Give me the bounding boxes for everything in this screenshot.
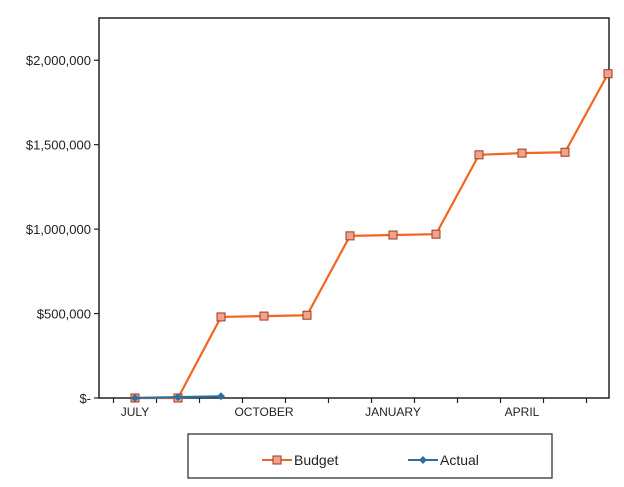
legend-label-budget: Budget: [294, 452, 338, 468]
data-point-budget: [474, 150, 484, 160]
series-layer: [130, 69, 613, 403]
x-tick-label: JULY: [121, 405, 149, 419]
y-tick-label: $1,500,000: [26, 138, 91, 153]
x-tick-label: OCTOBER: [234, 405, 293, 419]
data-point-budget: [388, 230, 398, 240]
data-point-actual: [131, 394, 139, 402]
y-tick-label: $2,000,000: [26, 53, 91, 68]
data-point-actual: [174, 393, 182, 402]
legend-marker-actual: [419, 456, 427, 464]
x-axis: JULY OCTOBER JANUARY APRIL: [112, 398, 588, 419]
y-tick-label: $1,000,000: [26, 222, 91, 237]
plot-area-frame: [98, 17, 610, 399]
series-line-budget: [135, 73, 609, 400]
data-point-budget: [560, 147, 570, 157]
x-tick-label: APRIL: [505, 405, 540, 419]
y-tick-label: $-: [79, 391, 91, 406]
data-point-budget: [517, 148, 527, 158]
data-point-budget: [259, 311, 269, 321]
x-tick-label: JANUARY: [365, 405, 421, 419]
data-point-budget: [345, 231, 355, 241]
legend-label-actual: Actual: [440, 452, 479, 468]
legend-marker-budget: [272, 455, 282, 465]
data-point-budget: [431, 229, 441, 239]
data-point-budget: [302, 310, 312, 320]
legend-box: [187, 433, 553, 479]
y-tick-label: $500,000: [37, 307, 91, 322]
legend: Budget Actual: [187, 433, 553, 479]
data-point-budget: [603, 69, 613, 79]
data-point-budget: [216, 312, 226, 322]
data-point-actual: [217, 392, 225, 401]
y-axis: $- $500,000 $1,000,000 $1,500,000 $2,000,000: [26, 53, 99, 406]
